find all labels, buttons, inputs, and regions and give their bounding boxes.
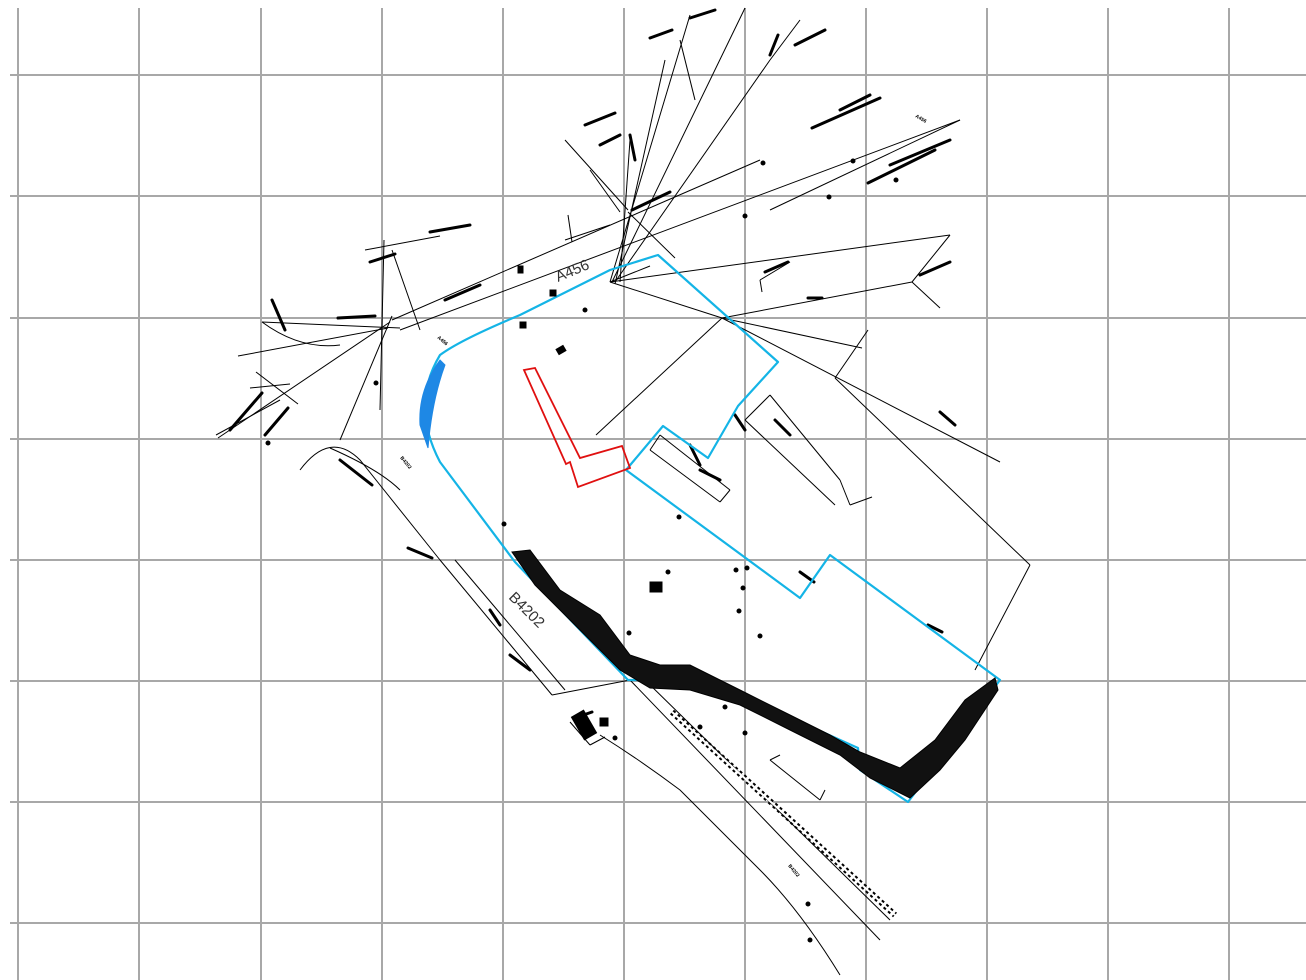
road-linework-south [439, 559, 891, 976]
heavy-features [228, 8, 957, 720]
railway-track-inner [671, 711, 896, 916]
site-boundary [424, 253, 1002, 804]
woodland-belt [511, 549, 999, 799]
road-linework-north [215, 119, 961, 561]
mini-label-b4202-1: B4202 [398, 455, 412, 470]
mini-label-a456-1: A456 [436, 335, 449, 347]
road-linework-junction [564, 7, 1001, 463]
mini-label-a456-2: A456 [914, 114, 928, 125]
mini-label-b4202-2: B4202 [786, 863, 800, 878]
small-structures [265, 158, 899, 943]
proposed-building-outline [522, 366, 632, 489]
eastern-linework [649, 329, 1031, 671]
water-body [419, 359, 446, 449]
road-label-b4202: B4202 [505, 589, 548, 632]
